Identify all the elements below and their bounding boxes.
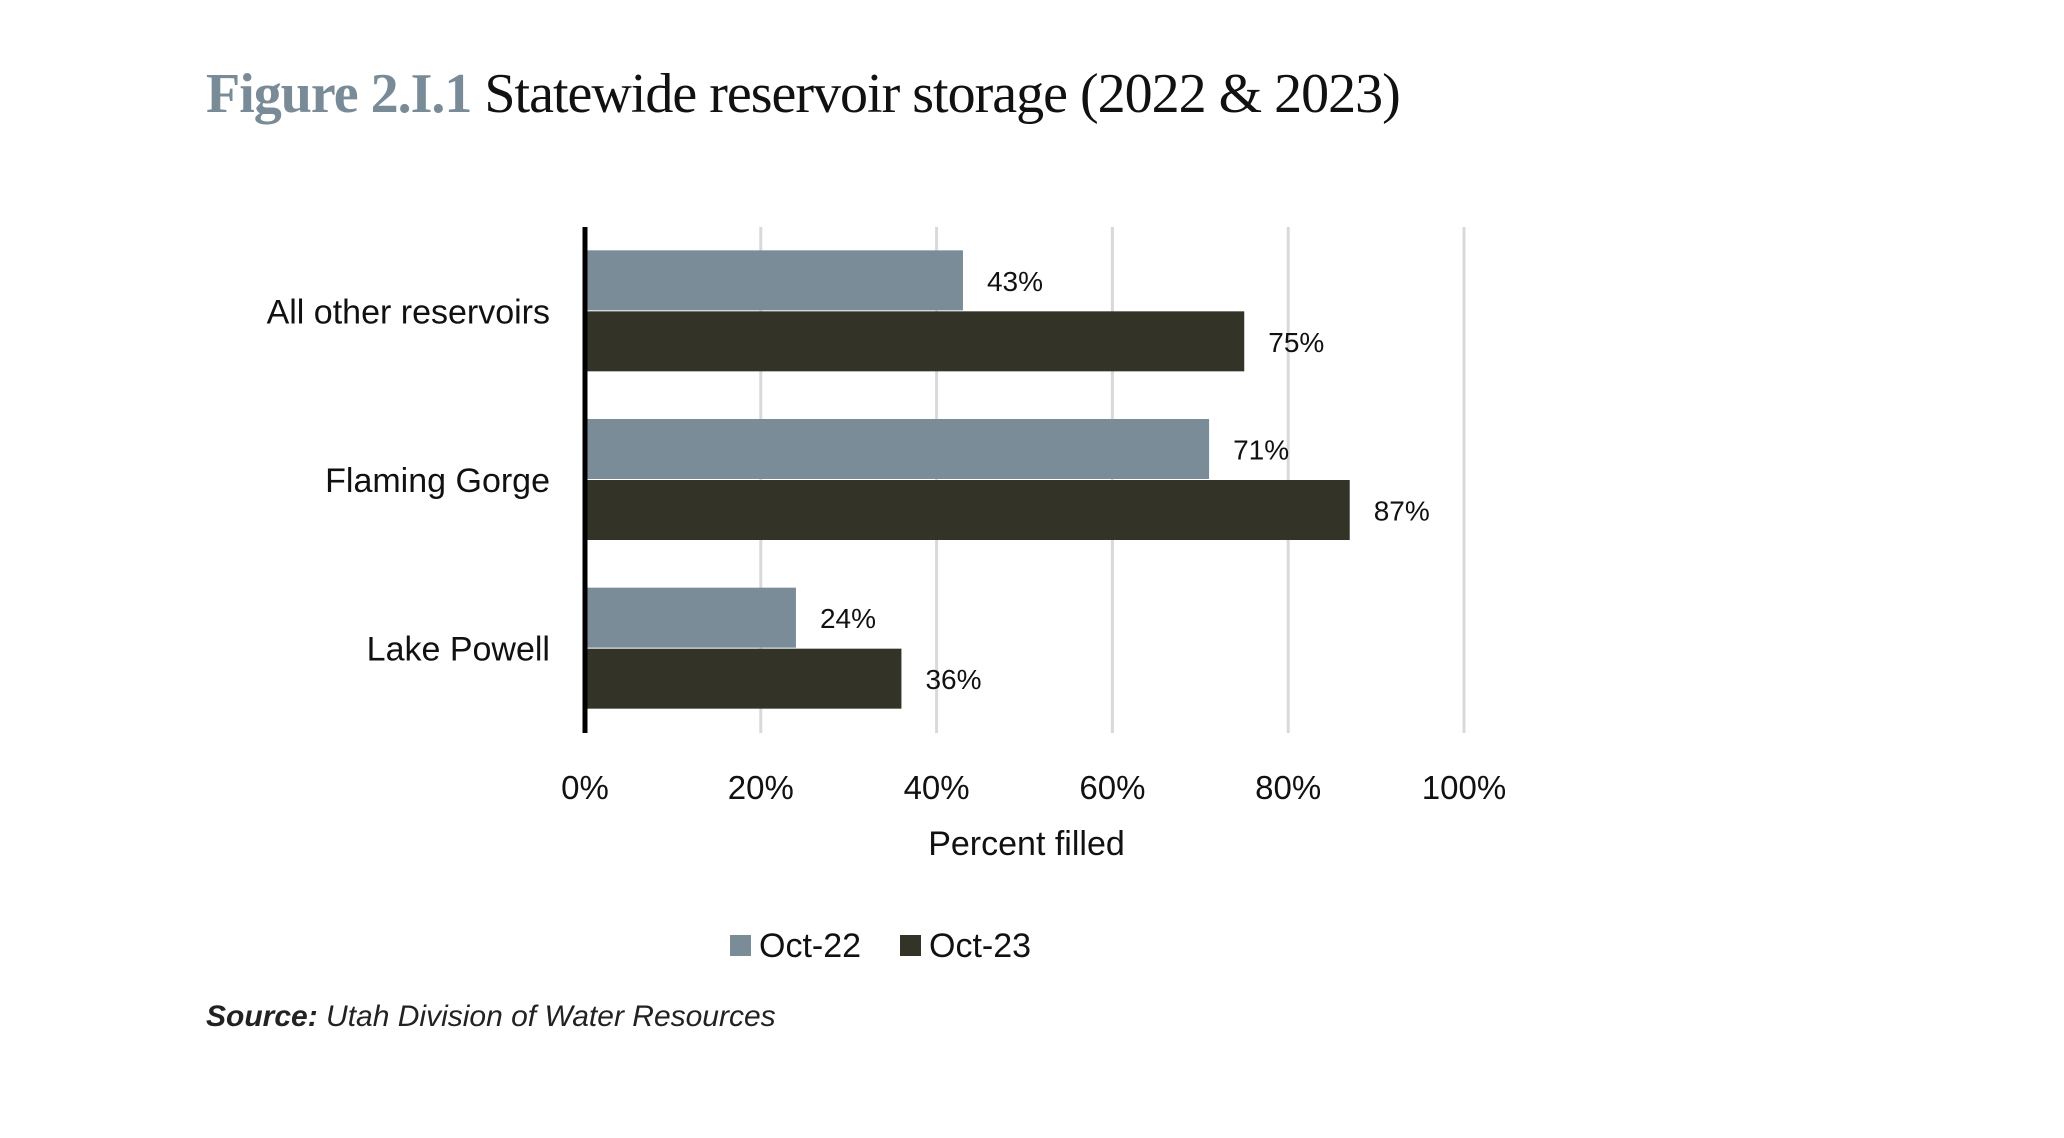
x-axis-title: Percent filled — [928, 825, 1125, 863]
x-tick-label: 0% — [561, 769, 609, 806]
bar-oct-23 — [585, 480, 1350, 540]
source-note: Source: Utah Division of Water Resources — [206, 1000, 776, 1034]
legend-swatch-oct-23 — [900, 935, 921, 956]
chart-title: Figure 2.I.1 Statewide reservoir storage… — [206, 62, 1401, 126]
bar-oct-22 — [585, 419, 1210, 479]
data-label: 87% — [1374, 496, 1430, 527]
x-tick-label: 80% — [1255, 769, 1321, 806]
category-label: Flaming Gorge — [325, 462, 550, 500]
data-label: 43% — [987, 266, 1043, 297]
category-label: Lake Powell — [367, 631, 550, 669]
legend-label: Oct-22 — [759, 927, 861, 965]
data-label: 71% — [1233, 435, 1289, 466]
title-text: Statewide reservoir storage (2022 & 2023… — [484, 63, 1400, 125]
source-label: Source: — [206, 1000, 318, 1033]
category-label: All other reservoirs — [267, 293, 550, 331]
x-tick-label: 60% — [1079, 769, 1145, 806]
x-tick-label: 40% — [904, 769, 970, 806]
legend-swatch-oct-22 — [730, 935, 751, 956]
bar-oct-23 — [585, 648, 902, 709]
x-tick-label: 100% — [1422, 769, 1506, 806]
bar-oct-23 — [585, 311, 1245, 372]
figure-label: Figure 2.I.1 — [206, 63, 472, 125]
source-text: Utah Division of Water Resources — [326, 1000, 776, 1033]
bar-oct-22 — [585, 587, 796, 648]
data-label: 36% — [925, 664, 981, 695]
legend-label: Oct-23 — [929, 927, 1031, 965]
x-tick-label: 20% — [728, 769, 794, 806]
bar-oct-22 — [585, 250, 963, 311]
data-label: 75% — [1268, 327, 1324, 358]
data-label: 24% — [820, 603, 876, 634]
